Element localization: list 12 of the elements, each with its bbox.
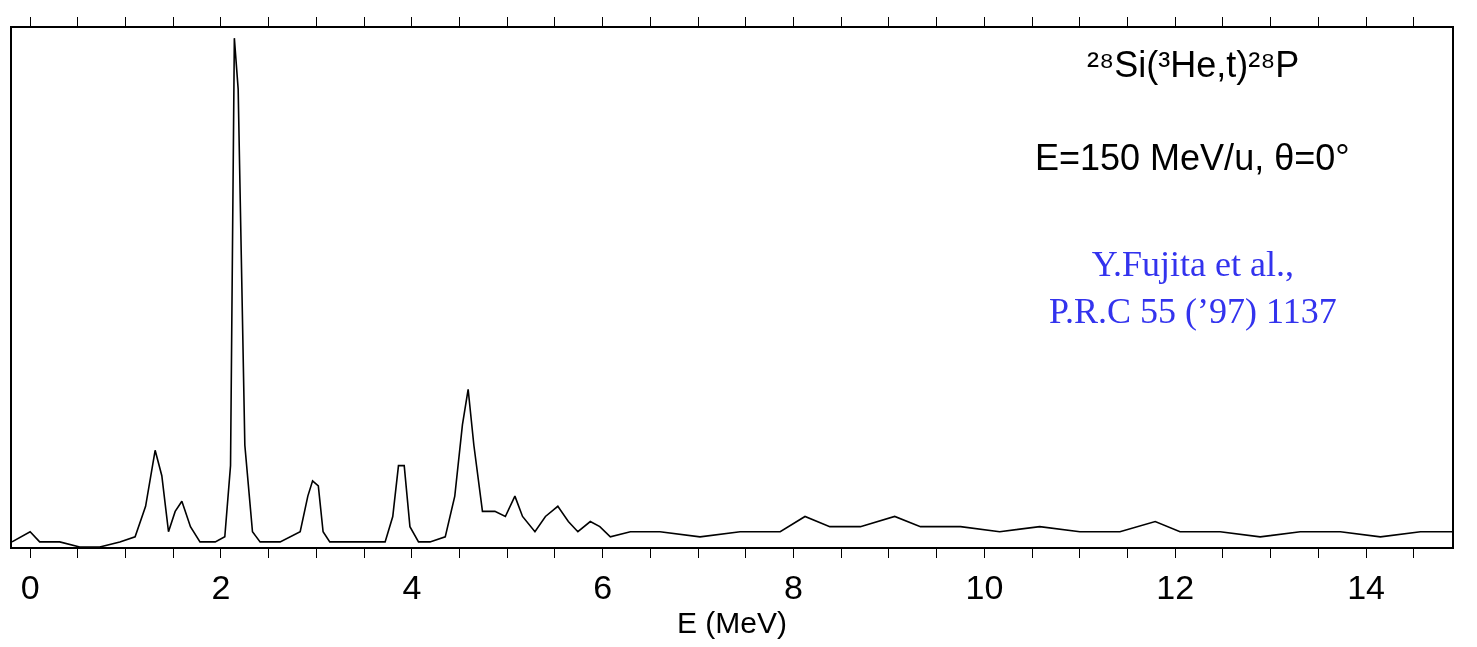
x-tick-label: 0 xyxy=(20,567,40,606)
x-tick-label: 14 xyxy=(1347,567,1386,606)
x-tick-label: 4 xyxy=(402,567,422,606)
x-tick-label: 6 xyxy=(593,567,613,606)
x-tick-label: 8 xyxy=(784,567,804,606)
annotation: ²⁸Si(³He,t)²⁸P xyxy=(1087,44,1300,85)
x-tick-label: 12 xyxy=(1156,567,1195,606)
annotation: E=150 MeV/u, θ=0° xyxy=(1035,137,1350,178)
x-tick-label: 10 xyxy=(965,567,1004,606)
annotation: Y.Fujita et al., P.R.C 55 (’97) 1137 xyxy=(1049,244,1337,331)
x-axis-title: E (MeV) xyxy=(676,605,788,639)
x-tick-label: 2 xyxy=(211,567,231,606)
